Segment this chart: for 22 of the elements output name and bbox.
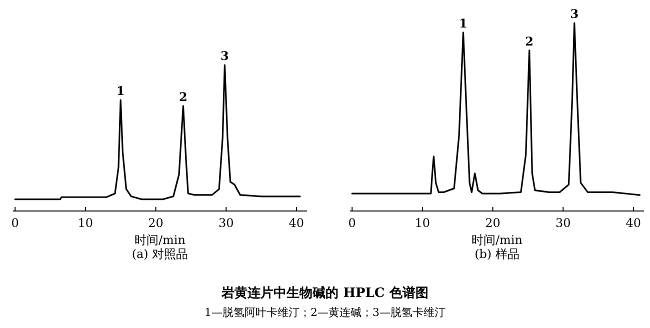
x-tick-label: 10 xyxy=(414,216,430,230)
annotation: 2 xyxy=(525,34,534,48)
x-tick-label: 20 xyxy=(148,216,164,230)
text: 岩黄连片中生物碱的 HPLC 色谱图 xyxy=(220,285,428,301)
annotation: 1 xyxy=(116,84,125,98)
x-tick-label: 30 xyxy=(218,216,234,230)
x-tick-label: 40 xyxy=(626,216,642,230)
x-tick-label: 0 xyxy=(11,216,19,230)
x-tick-label: 30 xyxy=(555,216,571,230)
x-tick-label: 10 xyxy=(78,216,94,230)
text: (b) 样品 xyxy=(474,247,520,261)
x-tick-label: 20 xyxy=(485,216,500,230)
annotation: 1 xyxy=(459,16,468,30)
x-axis-title: 时间/min xyxy=(472,233,523,247)
annotation: 3 xyxy=(570,7,579,21)
text: 1—脱氢阿叶卡维汀；2—黄连碱；3—脱氢卡维汀 xyxy=(204,306,446,319)
text: (a) 对照品 xyxy=(132,247,188,261)
annotation: 3 xyxy=(220,49,229,63)
annotation: 2 xyxy=(179,90,188,104)
x-axis-title: 时间/min xyxy=(134,233,186,247)
x-tick-label: 40 xyxy=(288,216,304,230)
x-tick-label: 0 xyxy=(348,216,356,230)
